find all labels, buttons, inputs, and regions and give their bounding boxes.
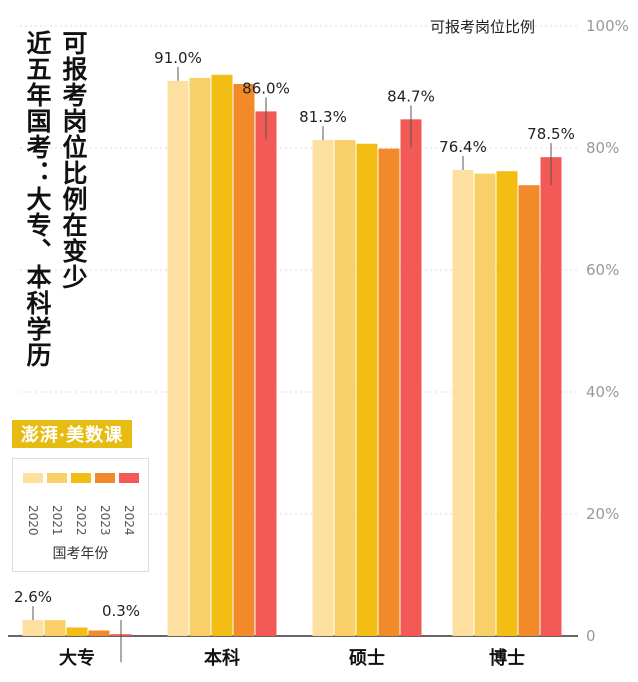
bar (189, 77, 211, 637)
data-label: 81.3% (299, 108, 347, 126)
y-tick-label: 80% (586, 139, 619, 157)
bar (312, 140, 334, 636)
bar (356, 143, 378, 637)
y-tick-label: 0 (586, 627, 596, 645)
x-tick-label: 大专 (59, 647, 95, 669)
bar (22, 620, 44, 636)
brand-logo: 澎湃·美数课 (12, 420, 132, 448)
bar (518, 185, 540, 636)
legend-year-2020: 2020 (26, 505, 40, 536)
y-axis-title: 可报考岗位比例 (430, 18, 536, 36)
legend-swatch-2023 (95, 473, 115, 483)
y-tick-label: 100% (586, 17, 629, 35)
legend-year-2022: 2022 (74, 505, 88, 536)
bar (167, 80, 189, 636)
data-label: 2.6% (14, 588, 52, 606)
x-tick-label: 博士 (489, 647, 525, 669)
data-label: 84.7% (387, 87, 435, 105)
bar (44, 620, 66, 636)
y-tick-label: 60% (586, 261, 619, 279)
bar (66, 627, 88, 636)
bar (496, 171, 518, 636)
bar (452, 169, 474, 636)
data-label: 91.0% (154, 49, 202, 67)
data-label: 78.5% (527, 125, 575, 143)
y-tick-label: 40% (586, 383, 619, 401)
legend: 2020 2021 2022 2023 2024 国考年份 (12, 458, 149, 572)
legend-swatch-2022 (71, 473, 91, 483)
legend-year-2023: 2023 (98, 505, 112, 536)
bar (474, 173, 496, 636)
data-label: 76.4% (439, 138, 487, 156)
bar (233, 83, 255, 636)
bar (540, 157, 562, 636)
legend-swatch-2020 (23, 473, 43, 483)
y-tick-label: 20% (586, 505, 619, 523)
chart-title-line-2: 近五年国考：大专、本科学历 (23, 30, 52, 368)
bar (334, 140, 356, 636)
bar (378, 148, 400, 637)
bar (255, 111, 277, 636)
bar (211, 74, 233, 637)
chart-title-line-1: 可报考岗位比例在变少 (59, 30, 88, 290)
x-tick-label: 硕士 (349, 648, 385, 669)
legend-year-2024: 2024 (122, 505, 136, 536)
data-label: 86.0% (242, 79, 290, 97)
legend-swatch-2024 (119, 473, 139, 483)
legend-year-2021: 2021 (50, 505, 64, 536)
legend-caption: 国考年份 (52, 546, 109, 562)
legend-swatch-2021 (47, 473, 67, 483)
data-label: 0.3% (102, 602, 140, 620)
bar (400, 119, 422, 636)
x-tick-label: 本科 (204, 647, 240, 669)
bar (88, 630, 110, 636)
